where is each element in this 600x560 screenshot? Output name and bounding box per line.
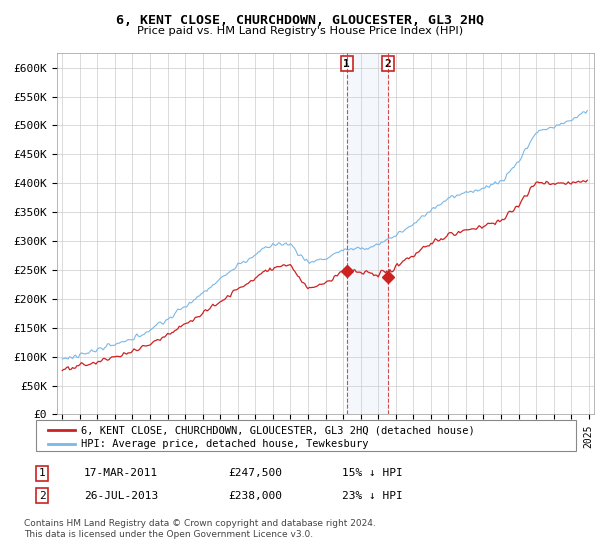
Text: 6, KENT CLOSE, CHURCHDOWN, GLOUCESTER, GL3 2HQ: 6, KENT CLOSE, CHURCHDOWN, GLOUCESTER, G… [116,14,484,27]
Text: HPI: Average price, detached house, Tewkesbury: HPI: Average price, detached house, Tewk… [81,438,368,449]
Text: 23% ↓ HPI: 23% ↓ HPI [342,491,403,501]
Text: £247,500: £247,500 [228,468,282,478]
Text: Contains HM Land Registry data © Crown copyright and database right 2024.
This d: Contains HM Land Registry data © Crown c… [24,520,376,539]
Text: 15% ↓ HPI: 15% ↓ HPI [342,468,403,478]
Text: 2: 2 [38,491,46,501]
Text: 2: 2 [385,59,392,69]
Text: 17-MAR-2011: 17-MAR-2011 [84,468,158,478]
Bar [347,53,388,414]
Text: 1: 1 [38,468,46,478]
Text: 6, KENT CLOSE, CHURCHDOWN, GLOUCESTER, GL3 2HQ (detached house): 6, KENT CLOSE, CHURCHDOWN, GLOUCESTER, G… [81,425,475,435]
Text: Price paid vs. HM Land Registry's House Price Index (HPI): Price paid vs. HM Land Registry's House … [137,26,463,36]
Text: £238,000: £238,000 [228,491,282,501]
Text: 1: 1 [343,59,350,69]
Text: 26-JUL-2013: 26-JUL-2013 [84,491,158,501]
